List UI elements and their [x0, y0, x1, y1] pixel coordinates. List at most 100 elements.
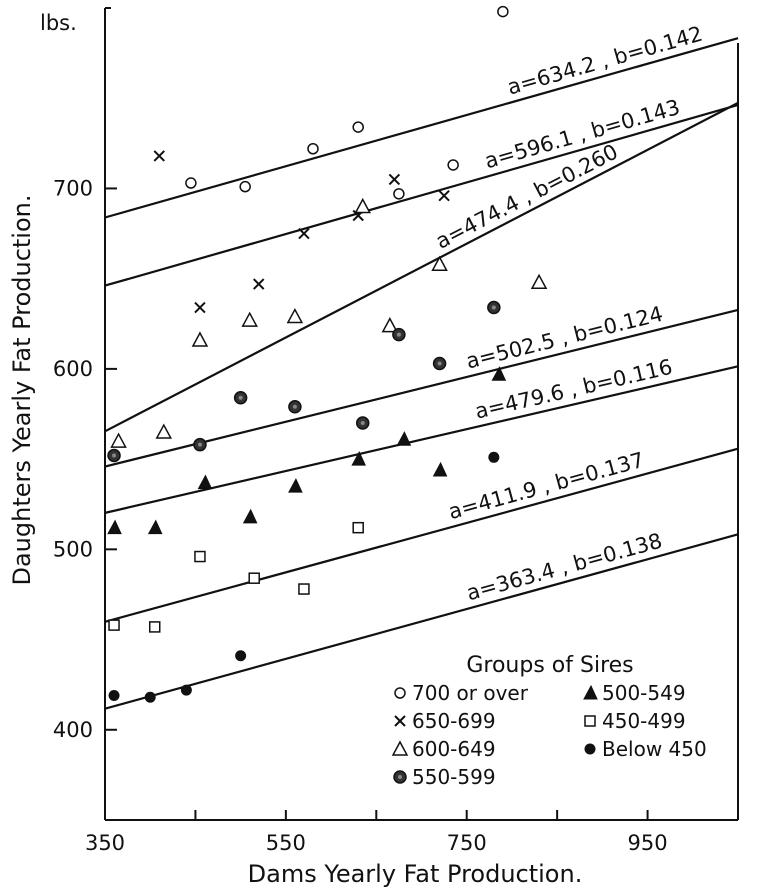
point-filled-circle: [584, 743, 596, 755]
y-tick-label: 500: [53, 537, 93, 561]
point-filled-triangle: [351, 450, 366, 466]
point-open-square: [148, 621, 161, 633]
cross-stroke: [194, 301, 206, 314]
x-axis-title: Dams Yearly Fat Production.: [248, 860, 583, 888]
point-filled-triangle: [107, 519, 122, 535]
point-open-square: [248, 572, 260, 584]
point-filled-triangle: [396, 431, 412, 446]
x-tick-label: 950: [628, 831, 668, 855]
point-open-triangle: [431, 255, 448, 271]
y-axis-ticks: 400 500 600 700: [53, 176, 117, 742]
point-open-triangle: [191, 331, 209, 347]
dotted-circle-inner: [398, 775, 402, 779]
dotted-circle-inner: [491, 305, 496, 310]
cross-stroke: [153, 150, 165, 162]
cross-stroke: [394, 715, 406, 727]
point-filled-circle: [180, 684, 192, 696]
point-open-square: [108, 619, 120, 631]
point-filled-triangle: [288, 478, 303, 493]
dotted-circle-inner: [292, 404, 297, 409]
x-axis-ticks: 350 550 750 950: [85, 810, 668, 855]
dotted-circle-inner: [112, 453, 117, 458]
point-dotted-circle: [193, 437, 207, 452]
cross-stroke: [388, 173, 401, 186]
point-dotted-circle: [487, 300, 501, 315]
point-open-circle: [394, 687, 406, 699]
regression-line: [104, 103, 739, 287]
point-dotted-circle: [355, 416, 370, 430]
point-open-circle: [393, 188, 405, 200]
regression-line: [104, 101, 739, 433]
dotted-circle-inner: [197, 442, 202, 447]
point-filled-triangle: [583, 684, 598, 700]
legend-label: Below 450: [602, 737, 707, 761]
point-cross: [153, 150, 165, 162]
point-dotted-circle: [107, 448, 121, 463]
point-open-circle: [307, 142, 319, 155]
point-filled-triangle: [197, 474, 213, 490]
regression-line: [104, 533, 739, 710]
point-open-square: [352, 521, 364, 534]
point-cross: [394, 715, 406, 727]
point-cross: [298, 227, 310, 240]
legend-label: 650-699: [412, 709, 496, 733]
cross-stroke: [253, 278, 265, 290]
regression-line: [104, 37, 739, 219]
legend-title: Groups of Sires: [466, 653, 633, 678]
point-filled-triangle: [147, 519, 163, 535]
legend-label: 550-599: [412, 765, 496, 789]
point-dotted-circle: [393, 770, 407, 784]
point-open-triangle: [110, 432, 127, 448]
point-filled-triangle: [491, 366, 507, 381]
point-open-triangle: [381, 317, 399, 333]
point-open-circle: [447, 159, 459, 171]
legend-items: 700 or over 650-699 600-649 550-599 500-549 4…: [391, 681, 707, 789]
dotted-circle-inner: [360, 421, 365, 426]
point-open-square: [194, 550, 206, 563]
point-cross: [388, 173, 401, 186]
regression-line: [104, 447, 739, 623]
cross-stroke: [298, 227, 310, 240]
plot-frame: [104, 7, 739, 821]
legend-label: 700 or over: [412, 681, 529, 705]
point-filled-circle: [144, 691, 156, 703]
point-filled-triangle: [242, 508, 258, 524]
point-cross: [438, 189, 450, 202]
point-dotted-circle: [392, 327, 406, 342]
point-dotted-circle: [233, 391, 248, 405]
y-tick-label: 600: [53, 357, 93, 381]
y-axis-title: Daughters Yearly Fat Production.: [8, 195, 36, 586]
x-tick-label: 750: [447, 831, 487, 855]
point-open-square: [298, 583, 310, 595]
point-cross: [253, 278, 265, 290]
legend-label: 600-649: [412, 737, 496, 761]
regression-line: [104, 308, 739, 468]
dotted-circle-inner: [396, 332, 401, 337]
dotted-circle-inner: [238, 395, 243, 400]
point-dotted-circle: [288, 400, 302, 414]
point-open-triangle: [286, 307, 304, 324]
legend-label: 500-549: [602, 681, 686, 705]
point-filled-circle: [488, 451, 500, 463]
point-open-triangle: [391, 740, 409, 756]
y-tick-label: 400: [53, 718, 93, 742]
point-open-circle: [497, 5, 509, 18]
point-filled-circle: [235, 650, 247, 662]
y-unit-label: lbs.: [40, 11, 77, 35]
point-dotted-circle: [432, 356, 447, 371]
dotted-circle-inner: [437, 361, 442, 366]
y-tick-label: 700: [53, 176, 93, 200]
point-filled-triangle: [432, 461, 448, 477]
legend-label: 450-499: [602, 709, 686, 733]
point-cross: [194, 301, 206, 314]
point-open-triangle: [530, 273, 548, 290]
point-open-triangle: [354, 197, 371, 214]
point-open-square: [584, 715, 596, 727]
cross-stroke: [438, 189, 450, 202]
x-tick-label: 550: [266, 831, 306, 855]
regression-lines: [104, 37, 739, 710]
point-filled-circle: [108, 689, 120, 701]
point-open-triangle: [241, 311, 258, 327]
data-points: [107, 5, 548, 703]
point-open-circle: [185, 177, 197, 189]
